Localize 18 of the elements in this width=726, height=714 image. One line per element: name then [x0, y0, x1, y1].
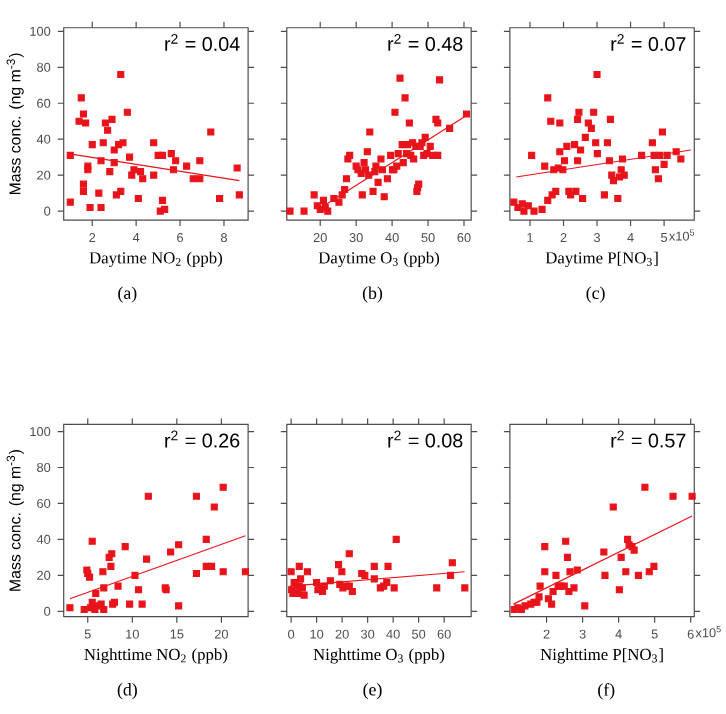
text: (f): [598, 683, 615, 700]
annotation: r$^{2}$ = 0.57: [611, 430, 686, 448]
x-axis-title: Nighttime O$_{3}$ (ppb): [313, 648, 445, 664]
text: (e): [363, 683, 382, 700]
annotation: r$^{2}$ = 0.07: [611, 34, 686, 52]
x-axis-title: Daytime O$_{3}$ (ppb): [318, 251, 440, 268]
text: (b): [362, 286, 383, 303]
x-axis-title: Nighttime P[NO$_{3}$]: [540, 648, 663, 664]
annotation: r$^{2}$ = 0.26: [165, 430, 240, 448]
annotation: r$^{2}$ = 0.04: [165, 34, 240, 52]
text: (a): [118, 286, 137, 303]
x-axis-title: Daytime NO$_{2}$ (ppb): [89, 251, 223, 268]
text: (c): [586, 286, 605, 303]
annotation: r$^{2}$ = 0.08: [388, 430, 463, 448]
annotation: r$^{2}$ = 0.48: [388, 34, 463, 52]
text: (d): [117, 683, 137, 700]
x-axis-title: Daytime P[NO$_{3}$]: [545, 251, 658, 268]
x-axis-title: Nighttime NO$_{2}$ (ppb): [84, 648, 228, 664]
